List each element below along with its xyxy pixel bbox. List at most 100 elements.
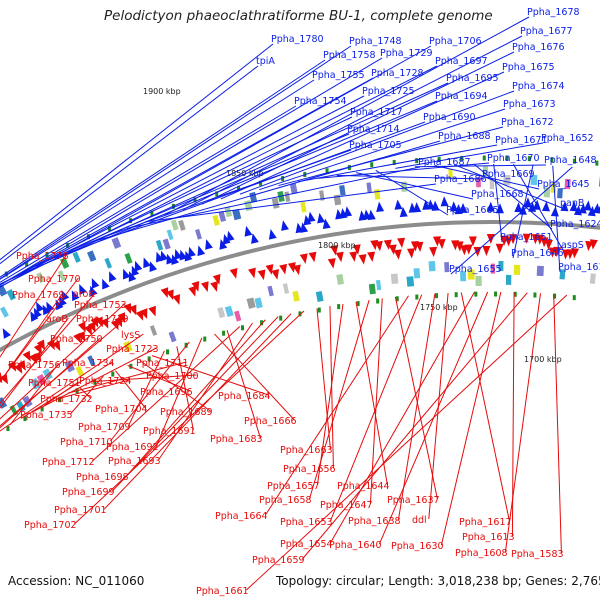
marker-tick <box>376 298 380 304</box>
feature-bar <box>218 211 227 223</box>
gene-label: Ppha_1583 <box>511 549 564 560</box>
forward-gene <box>149 261 158 272</box>
reverse-gene <box>464 244 473 255</box>
forward-gene <box>399 206 408 218</box>
gene-label: lysS <box>121 330 140 341</box>
marker-tick <box>147 356 151 362</box>
forward-gene <box>587 205 596 217</box>
feature-bar <box>536 265 544 277</box>
gene-label: Ppha_1675 <box>502 62 555 73</box>
backbone-arc <box>0 220 600 353</box>
gene-label: Ppha_1689 <box>160 407 213 418</box>
reverse-gene <box>482 245 491 257</box>
reverse-gene <box>22 350 31 362</box>
gene-label: Ppha_1686 <box>434 174 487 185</box>
feature-bar <box>543 187 551 198</box>
marker-tick <box>356 301 360 307</box>
forward-gene <box>171 254 180 266</box>
leader-line <box>0 337 101 429</box>
reverse-gene <box>160 287 169 299</box>
forward-gene <box>71 290 80 302</box>
leader-line <box>32 347 157 413</box>
marker-tick <box>370 162 374 168</box>
leader-line <box>0 45 352 280</box>
leader-line <box>0 292 96 405</box>
feature-bar <box>271 197 280 209</box>
marker-tick <box>437 156 441 162</box>
leader-line <box>110 341 190 442</box>
reverse-gene <box>388 244 397 255</box>
gene-label: Ppha_1711 <box>136 358 189 369</box>
feature-bar <box>212 214 220 226</box>
leader-line <box>246 294 568 591</box>
feature-bar <box>366 182 372 193</box>
feature-bar <box>376 279 382 291</box>
feature-bar <box>72 251 81 263</box>
gene-label: Ppha_1748 <box>349 36 402 47</box>
feature-bar <box>292 290 300 302</box>
feature-bar <box>254 297 263 309</box>
leader-line <box>397 293 436 521</box>
leader-line <box>329 294 423 522</box>
gene-label: Ppha_1758 <box>323 50 376 61</box>
gene-label: Ppha_1697 <box>435 56 488 67</box>
feature-bar <box>75 365 85 377</box>
gene-label: Ppha_1770 <box>28 274 81 285</box>
feature-bar <box>513 264 521 275</box>
gene-label: Ppha_1725 <box>362 86 415 97</box>
feature-bar <box>374 189 381 200</box>
leader-line <box>308 299 370 500</box>
leader-line <box>0 65 438 288</box>
leader-line <box>0 293 63 383</box>
gene-label: Ppha_1750 <box>50 334 103 345</box>
scale-tick-label: 1700 kbp <box>524 355 562 364</box>
feature-bar <box>22 395 33 408</box>
reverse-gene <box>265 264 274 275</box>
feature-bar <box>557 188 563 199</box>
forward-gene <box>79 284 87 295</box>
gene-label: Ppha_1658 <box>259 495 312 506</box>
gene-label: Ppha_1652 <box>541 133 594 144</box>
marker-tick <box>166 349 170 355</box>
gene-label: Ppha_1653 <box>280 517 333 528</box>
reverse-gene <box>287 262 296 273</box>
marker-tick <box>259 180 263 186</box>
leader-line <box>90 140 441 243</box>
leader-line <box>493 163 503 243</box>
feature-bar <box>390 273 399 285</box>
marker-tick <box>533 292 537 298</box>
reverse-gene <box>335 251 344 263</box>
feature-bar <box>195 228 202 240</box>
reverse-gene <box>455 241 464 252</box>
reverse-gene <box>191 280 200 292</box>
gene-label: Ppha_1640 <box>329 540 382 551</box>
forward-gene <box>143 257 151 269</box>
leader-line <box>259 108 506 191</box>
gene-label: Ppha_1692 <box>106 442 159 453</box>
leader-line <box>297 144 498 183</box>
feature-bar <box>589 273 596 284</box>
reverse-gene <box>279 263 288 275</box>
reverse-gene <box>210 281 218 292</box>
leader-line <box>55 379 130 400</box>
gene-label: aroK <box>73 289 95 300</box>
gene-label: Ppha_1656 <box>283 464 336 475</box>
gene-label: Ppha_1696 <box>140 387 193 398</box>
gene-label: Ppha_1624 <box>550 219 600 230</box>
marker-tick <box>25 261 29 267</box>
marker-tick <box>222 330 226 336</box>
forward-gene <box>244 225 253 237</box>
leader-line <box>316 308 331 450</box>
gene-label: Ppha_1709 <box>78 422 131 433</box>
leader-line <box>264 295 409 516</box>
forward-gene <box>55 299 64 311</box>
marker-tick <box>527 156 531 162</box>
gene-label: aspS <box>561 240 584 251</box>
leader-line <box>201 51 515 205</box>
leader-line <box>356 172 474 200</box>
forward-gene <box>307 211 316 223</box>
gene-label: tpiA <box>256 56 275 67</box>
forward-gene <box>197 245 206 257</box>
forward-gene <box>578 203 587 214</box>
leader-line <box>454 164 563 209</box>
